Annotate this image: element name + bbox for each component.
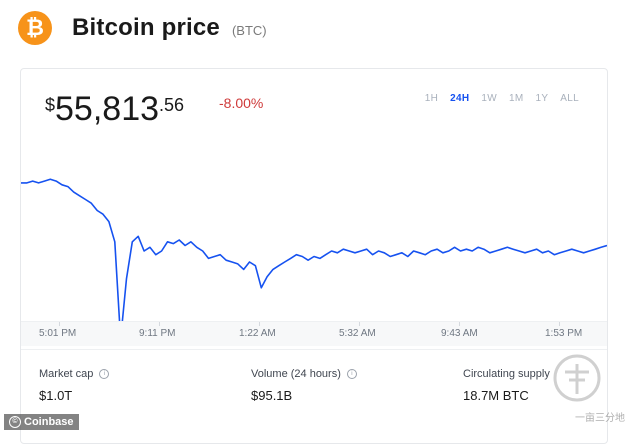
watermark-logo-icon <box>553 354 601 402</box>
time-tick-label: 1:22 AM <box>239 328 276 339</box>
tick-mark <box>359 322 360 326</box>
copyright-icon: © <box>9 416 21 428</box>
time-tick-label: 5:01 PM <box>39 328 77 339</box>
info-icon[interactable]: i <box>346 369 357 379</box>
range-all-tab[interactable]: ALL <box>560 93 579 104</box>
page-title: Bitcoin price <box>72 14 220 41</box>
time-tick-label: 9:43 AM <box>441 328 478 339</box>
image-credit: © Coinbase <box>4 414 79 430</box>
bitcoin-logo-icon: ₿ <box>18 11 52 45</box>
ticker-symbol: (BTC) <box>231 22 267 38</box>
price-currency: $ <box>45 95 56 115</box>
tick-mark <box>159 322 160 326</box>
tick-mark <box>259 322 260 326</box>
price-cents: .56 <box>159 95 185 115</box>
price-series-line <box>21 178 607 341</box>
range-24h-tab[interactable]: 24H <box>450 93 470 104</box>
tick-mark <box>559 322 560 326</box>
stat-value: $1.0T <box>39 388 73 403</box>
stat-label: Circulating supply <box>463 368 550 380</box>
price-change: -8.00% <box>219 95 264 111</box>
time-tick-label: 9:11 PM <box>139 328 176 339</box>
time-range-selector: 1H 24H 1W 1M 1Y ALL <box>425 93 579 104</box>
price-chart[interactable] <box>21 149 607 349</box>
current-price: $ 55,813 .56 <box>45 91 184 127</box>
watermark-text: 一亩三分地 <box>575 413 625 424</box>
stat-label: Market cap <box>39 368 94 380</box>
price-whole: 55,813 <box>55 90 160 128</box>
page-header: ₿ Bitcoin price (BTC) <box>18 8 267 48</box>
range-1h-tab[interactable]: 1H <box>424 93 439 104</box>
range-1y-tab[interactable]: 1Y <box>535 93 549 104</box>
info-icon[interactable]: i <box>99 369 110 379</box>
stat-label: Volume (24 hours) <box>251 368 341 380</box>
time-axis: 5:01 PM 9:11 PM 1:22 AM 5:32 AM 9:43 AM … <box>21 321 607 346</box>
tick-mark <box>459 322 460 326</box>
time-tick-label: 5:32 AM <box>339 328 376 339</box>
range-1m-tab[interactable]: 1M <box>508 93 524 104</box>
stat-value: 18.7M BTC <box>463 388 529 403</box>
time-tick-label: 1:53 PM <box>545 328 583 339</box>
stat-volume: Volume (24 hours) i $95.1B <box>251 368 357 403</box>
range-1w-tab[interactable]: 1W <box>481 93 497 104</box>
stat-circulating-supply: Circulating supply 18.7M BTC <box>463 368 550 403</box>
market-stats: Market cap i $1.0T Volume (24 hours) i $… <box>21 349 607 440</box>
stat-value: $95.1B <box>251 388 293 403</box>
credit-text: Coinbase <box>24 416 74 428</box>
price-card: $ 55,813 .56 -8.00% 1H 24H 1W 1M 1Y ALL … <box>20 68 608 444</box>
tick-mark <box>59 322 60 326</box>
stat-market-cap: Market cap i $1.0T <box>39 368 110 403</box>
